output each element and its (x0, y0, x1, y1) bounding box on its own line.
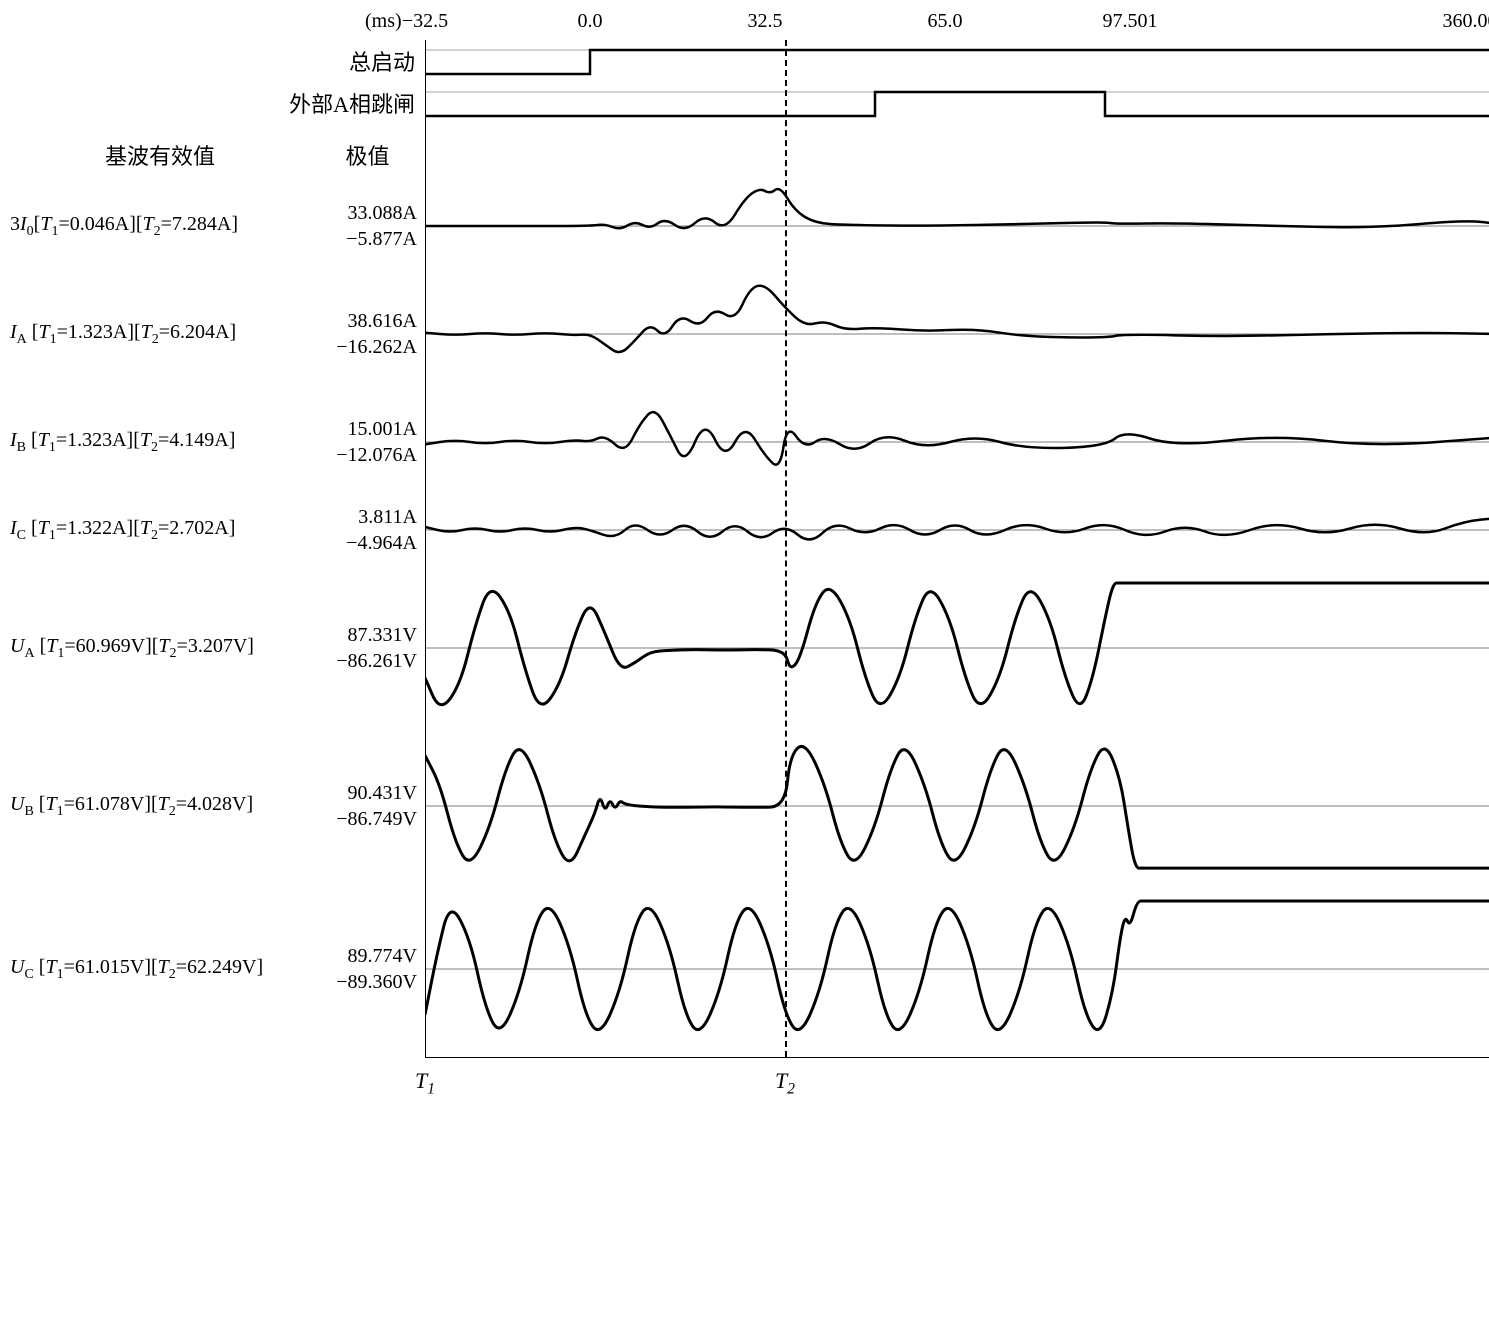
time-tick: 32.5 (748, 10, 783, 33)
channel-rms-label: UA [T1=60.969V][T2=3.207V] (10, 635, 310, 662)
analog-waveform (425, 279, 1489, 389)
min-value: −12.076A (310, 442, 417, 468)
min-value: −16.262A (310, 334, 417, 360)
analog-channel: UA [T1=60.969V][T2=3.207V]87.331V−86.261… (10, 573, 1489, 723)
time-tick: 360.003 (1443, 10, 1489, 33)
digital-channel: 总启动 (10, 40, 1489, 82)
time-tick: 0.0 (578, 10, 603, 33)
digital-waveform (425, 40, 1489, 82)
analog-waveform (425, 889, 1489, 1049)
channel-rms-label: IA [T1=1.323A][T2=6.204A] (10, 321, 310, 348)
analog-channel: IC [T1=1.322A][T2=2.702A]3.811A−4.964A (10, 495, 1489, 565)
min-value: −86.749V (310, 806, 417, 832)
analog-waveform (425, 731, 1489, 881)
max-value: 89.774V (310, 943, 417, 969)
max-value: 90.431V (310, 780, 417, 806)
digital-label: 外部A相跳闸 (10, 87, 425, 119)
channel-extremes: 33.088A−5.877A (310, 200, 425, 252)
min-value: −4.964A (310, 530, 417, 556)
channel-extremes: 89.774V−89.360V (310, 943, 425, 995)
rms-header: 基波有效值 (10, 139, 310, 171)
bottom-axis: T1 T2 (425, 1057, 1489, 1117)
analog-channel: UC [T1=61.015V][T2=62.249V]89.774V−89.36… (10, 889, 1489, 1049)
t2-marker: T2 (775, 1068, 795, 1098)
channel-extremes: 15.001A−12.076A (310, 416, 425, 468)
digital-label: 总启动 (10, 45, 425, 77)
channel-rms-label: 3I0[T1=0.046A][T2=7.284A] (10, 213, 310, 240)
channel-rms-label: UB [T1=61.078V][T2=4.028V] (10, 793, 310, 820)
analog-waveform (425, 181, 1489, 271)
channel-extremes: 87.331V−86.261V (310, 622, 425, 674)
analog-waveform (425, 573, 1489, 723)
channel-rms-label: UC [T1=61.015V][T2=62.249V] (10, 956, 310, 983)
channel-rms-label: IC [T1=1.322A][T2=2.702A] (10, 517, 310, 544)
analog-channel: IA [T1=1.323A][T2=6.204A]38.616A−16.262A (10, 279, 1489, 389)
t1-marker: T1 (415, 1068, 435, 1098)
analog-channel: UB [T1=61.078V][T2=4.028V]90.431V−86.749… (10, 731, 1489, 881)
max-value: 15.001A (310, 416, 417, 442)
channel-extremes: 38.616A−16.262A (310, 308, 425, 360)
min-value: −89.360V (310, 969, 417, 995)
column-headers: 基波有效值 极值 (10, 139, 1489, 171)
min-value: −86.261V (310, 648, 417, 674)
min-value: −5.877A (310, 226, 417, 252)
channel-extremes: 90.431V−86.749V (310, 780, 425, 832)
channel-rms-label: IB [T1=1.323A][T2=4.149A] (10, 429, 310, 456)
extreme-header: 极值 (310, 139, 425, 171)
digital-channel: 外部A相跳闸 (10, 82, 1489, 124)
waveform-recorder-chart: (ms) −32.5 0.0 32.5 65.0 97.501 360.003 总启动外部… (10, 10, 1489, 1117)
analog-channel: 3I0[T1=0.046A][T2=7.284A]33.088A−5.877A (10, 181, 1489, 271)
analog-waveform (425, 495, 1489, 565)
max-value: 38.616A (310, 308, 417, 334)
channel-extremes: 3.811A−4.964A (310, 504, 425, 556)
max-value: 87.331V (310, 622, 417, 648)
digital-waveform (425, 82, 1489, 124)
max-value: 3.811A (310, 504, 417, 530)
time-tick: 65.0 (928, 10, 963, 33)
analog-waveform (425, 397, 1489, 487)
analog-channel: IB [T1=1.323A][T2=4.149A]15.001A−12.076A (10, 397, 1489, 487)
time-tick: 97.501 (1103, 10, 1158, 33)
max-value: 33.088A (310, 200, 417, 226)
time-tick: −32.5 (402, 10, 448, 33)
time-axis: (ms) −32.50.032.565.097.501360.003 (425, 10, 1489, 40)
time-unit-label: (ms) (365, 10, 402, 33)
